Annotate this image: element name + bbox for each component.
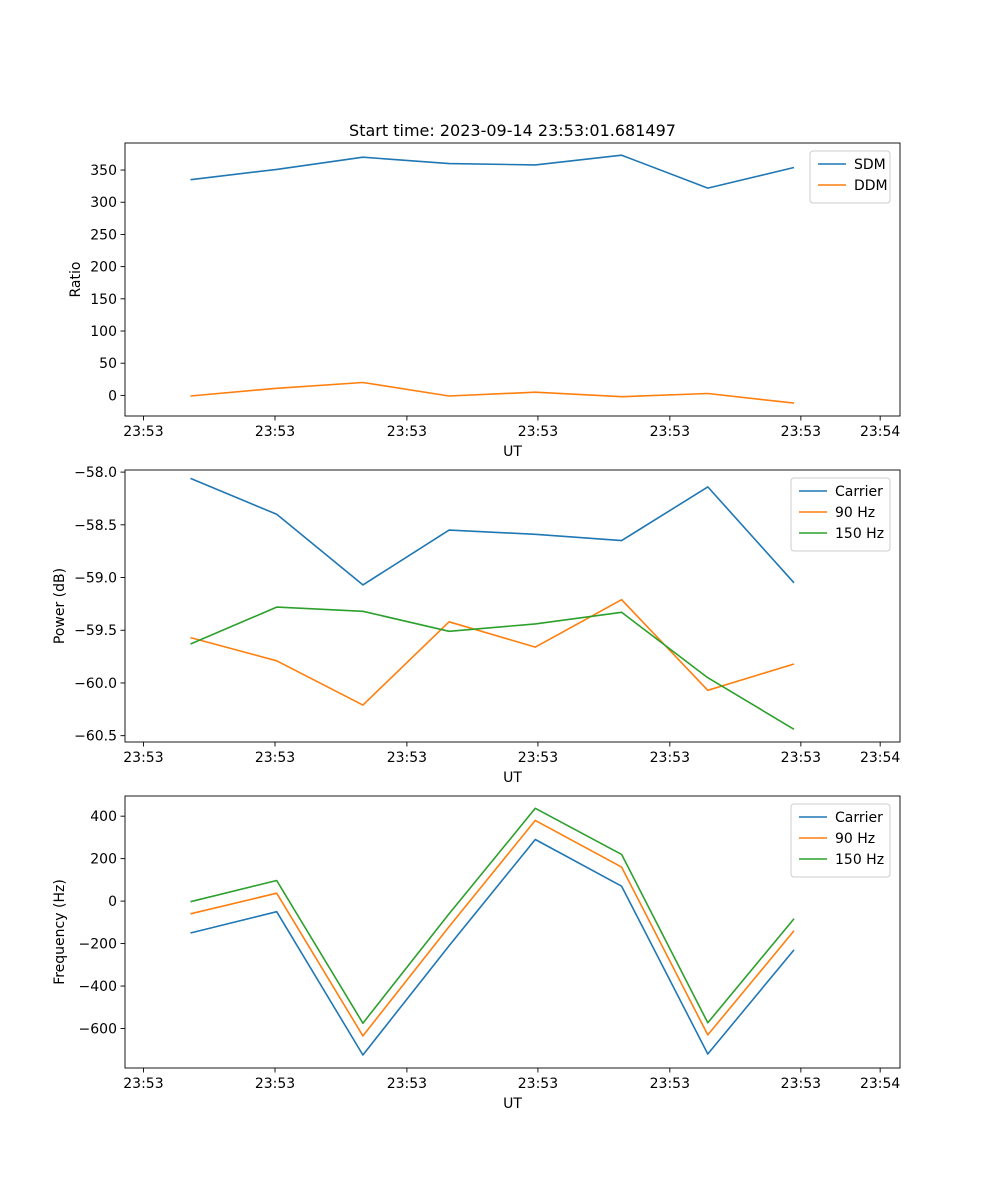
frequency-y-tick-label: 200	[90, 852, 117, 868]
power-legend-label-carrier: Carrier	[835, 484, 883, 500]
frequency-x-tick-label: 23:53	[387, 1076, 427, 1092]
power-x-axis-label: UT	[503, 770, 522, 786]
frequency-x-tick-label: 23:53	[123, 1076, 163, 1092]
ratio-y-tick-label: 50	[99, 356, 117, 372]
ratio-panel: 23:53 23:53 23:53 23:53 23:53 23:53 23:54 0 50 10…	[68, 121, 901, 460]
power-y-tick-label: −58.0	[74, 465, 117, 481]
power-90-hz-line	[190, 598, 795, 706]
ratio-x-axis-label: UT	[503, 444, 522, 460]
frequency-y-tick-label: −600	[79, 1022, 117, 1038]
frequency-legend: Carrier 90 Hz 150 Hz	[790, 803, 891, 878]
frequency-x-tick-label: 23:54	[860, 1076, 900, 1092]
ratio-x-tick-label: 23:53	[123, 424, 163, 440]
power-x-tick-label: 23:53	[123, 750, 163, 766]
power-150-hz-line	[190, 606, 795, 730]
frequency-series-group	[190, 807, 795, 1056]
frequency-150-hz-line	[190, 807, 795, 1025]
frequency-legend-label-carrier: Carrier	[835, 810, 883, 826]
power-x-tick-label: 23:53	[650, 750, 690, 766]
ratio-y-tick-label: 200	[90, 260, 117, 276]
frequency-y-axis-label: Frequency (Hz)	[52, 879, 68, 985]
power-y-tick-label: −60.0	[74, 676, 117, 692]
power-x-tick-label: 23:53	[781, 750, 821, 766]
ratio-legend-label-sdm: SDM	[854, 157, 886, 173]
ratio-x-tick-label: 23:53	[781, 424, 821, 440]
power-x-tick-label: 23:53	[518, 750, 558, 766]
ratio-legend-label-ddm: DDM	[854, 178, 888, 194]
ratio-x-tick-label: 23:53	[255, 424, 295, 440]
ratio-series-group	[190, 154, 795, 404]
frequency-90-hz-line	[190, 819, 795, 1037]
power-carrier-line	[190, 477, 795, 586]
frequency-x-tick-label: 23:53	[518, 1076, 558, 1092]
power-y-tick-label: −58.5	[74, 518, 117, 534]
power-y-tick-label: −60.5	[74, 729, 117, 745]
frequency-x-axis-label: UT	[503, 1096, 522, 1112]
power-legend: Carrier 90 Hz 150 Hz	[790, 477, 891, 552]
frequency-x-tick-label: 23:53	[255, 1076, 295, 1092]
ratio-x-tick-label: 23:53	[650, 424, 690, 440]
power-y-tick-label: −59.5	[74, 623, 117, 639]
frequency-y-tick-label: 400	[90, 809, 117, 825]
frequency-legend-label-150-hz: 150 Hz	[835, 852, 884, 868]
ratio-y-tick-label: 300	[90, 195, 117, 211]
ratio-sdm-line	[190, 154, 795, 189]
ratio-x-tick-label: 23:54	[860, 424, 900, 440]
power-y-axis-label: Power (dB)	[52, 568, 68, 644]
power-legend-label-150-hz: 150 Hz	[835, 526, 884, 542]
power-legend-label-90-hz: 90 Hz	[835, 505, 875, 521]
frequency-y-tick-label: −400	[79, 979, 117, 995]
frequency-panel: 23:53 23:53 23:53 23:53 23:53 23:53 23:54 −600 −…	[52, 795, 901, 1112]
power-panel: 23:53 23:53 23:53 23:53 23:53 23:53 23:54 −60.5…	[52, 465, 901, 786]
frequency-carrier-line	[190, 838, 795, 1056]
ratio-ddm-line	[190, 381, 795, 404]
frequency-axes-frame	[124, 795, 901, 1069]
ratio-legend: SDM DDM	[809, 150, 891, 204]
frequency-legend-label-90-hz: 90 Hz	[835, 831, 875, 847]
ratio-y-tick-label: 350	[90, 163, 117, 179]
chart-title: Start time: 2023-09-14 23:53:01.681497	[349, 121, 676, 140]
ratio-axes-frame	[124, 142, 901, 417]
power-x-tick-label: 23:53	[387, 750, 427, 766]
ratio-y-tick-label: 0	[108, 388, 117, 404]
power-series-group	[190, 477, 795, 730]
ratio-y-tick-label: 250	[90, 227, 117, 243]
ratio-x-tick-label: 23:53	[518, 424, 558, 440]
ratio-y-tick-label: 150	[90, 292, 117, 308]
power-x-tick-label: 23:53	[255, 750, 295, 766]
power-y-tick-label: −59.0	[74, 571, 117, 587]
power-x-tick-label: 23:54	[860, 750, 900, 766]
frequency-x-tick-label: 23:53	[650, 1076, 690, 1092]
frequency-y-tick-label: 0	[108, 894, 117, 910]
ratio-y-tick-label: 100	[90, 324, 117, 340]
frequency-y-tick-label: −200	[79, 937, 117, 953]
ratio-y-axis-label: Ratio	[68, 262, 84, 298]
ratio-x-tick-label: 23:53	[387, 424, 427, 440]
frequency-x-tick-label: 23:53	[781, 1076, 821, 1092]
power-axes-frame	[124, 469, 901, 743]
